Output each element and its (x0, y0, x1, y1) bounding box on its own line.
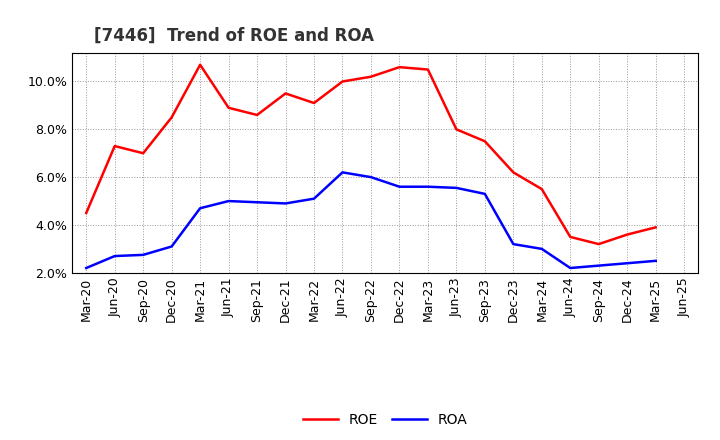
ROA (395, 184, 404, 189)
ROA (509, 242, 518, 247)
ROE (537, 187, 546, 192)
ROA (110, 253, 119, 259)
ROE (139, 150, 148, 156)
ROE (82, 210, 91, 216)
ROA (253, 200, 261, 205)
ROA (139, 252, 148, 257)
Line: ROA: ROA (86, 172, 656, 268)
ROA (452, 185, 461, 191)
ROE (366, 74, 375, 79)
ROA (652, 258, 660, 264)
ROA (282, 201, 290, 206)
ROE (423, 67, 432, 72)
ROA (366, 175, 375, 180)
ROA (623, 260, 631, 266)
ROE (452, 127, 461, 132)
ROE (509, 170, 518, 175)
ROA (595, 263, 603, 268)
ROE (566, 234, 575, 239)
ROE (623, 232, 631, 237)
Legend: ROE, ROA: ROE, ROA (297, 407, 473, 433)
ROE (225, 105, 233, 110)
ROE (480, 139, 489, 144)
ROE (167, 115, 176, 120)
ROE (110, 143, 119, 149)
ROA (338, 170, 347, 175)
ROA (167, 244, 176, 249)
ROE (652, 225, 660, 230)
ROE (338, 79, 347, 84)
ROA (82, 265, 91, 271)
ROE (196, 62, 204, 67)
ROE (595, 242, 603, 247)
ROA (566, 265, 575, 271)
ROA (423, 184, 432, 189)
ROE (253, 112, 261, 117)
ROA (480, 191, 489, 197)
ROA (537, 246, 546, 252)
ROA (310, 196, 318, 202)
ROA (225, 198, 233, 204)
ROA (196, 205, 204, 211)
ROE (395, 65, 404, 70)
Text: [7446]  Trend of ROE and ROA: [7446] Trend of ROE and ROA (94, 26, 374, 44)
ROE (310, 100, 318, 106)
ROE (282, 91, 290, 96)
Line: ROE: ROE (86, 65, 656, 244)
